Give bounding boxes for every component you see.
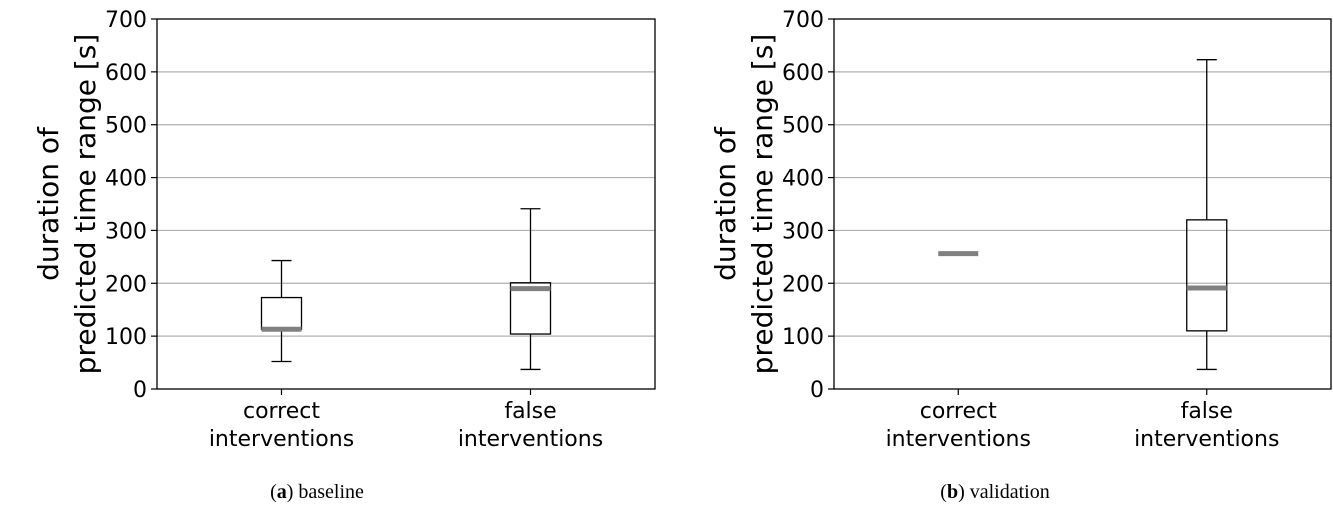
x-tick-label: correct bbox=[920, 399, 997, 424]
plot-frame bbox=[833, 18, 1332, 390]
caption-text: ) baseline bbox=[287, 481, 364, 503]
x-tick-label: false bbox=[1181, 399, 1233, 424]
x-tick-label: false bbox=[504, 399, 556, 424]
caption-text: ) validation bbox=[958, 481, 1050, 503]
x-tick-label: interventions bbox=[458, 427, 603, 452]
panel-caption: (a) baseline bbox=[270, 481, 364, 503]
y-tick-label: 400 bbox=[105, 167, 147, 192]
y-tick-label: 300 bbox=[105, 219, 147, 244]
chart-panel-a: 0 100 200 300 400 500 600 700 correct interventio… bbox=[32, 8, 656, 503]
caption-letter: b bbox=[947, 481, 958, 503]
x-tick-label: correct bbox=[243, 399, 320, 424]
box-false bbox=[1186, 59, 1228, 371]
x-tick-label: interventions bbox=[1134, 427, 1279, 452]
caption-paren: ( bbox=[270, 481, 277, 503]
y-tick-label: 700 bbox=[105, 8, 147, 33]
iqr-box bbox=[1186, 219, 1228, 332]
x-tick-label: interventions bbox=[886, 427, 1031, 452]
y-axis-label: duration of bbox=[709, 126, 742, 281]
y-tick-label: 500 bbox=[105, 114, 147, 139]
y-axis-label: duration of bbox=[32, 126, 65, 281]
plot-frame bbox=[156, 18, 656, 390]
panel-caption: (b) validation bbox=[940, 481, 1049, 503]
y-axis-label: predicted time range [s] bbox=[69, 34, 102, 375]
y-tick-label: 0 bbox=[810, 378, 824, 403]
y-tick-label: 600 bbox=[782, 61, 824, 86]
caption-letter: a bbox=[277, 481, 287, 503]
box-correct bbox=[260, 259, 303, 363]
y-tick-label: 300 bbox=[782, 219, 824, 244]
y-tick-label: 400 bbox=[782, 167, 824, 192]
y-tick-label: 600 bbox=[105, 61, 147, 86]
caption-paren: ( bbox=[940, 481, 947, 503]
y-tick-label: 0 bbox=[133, 378, 147, 403]
chart-panel-b: 0 100 200 300 400 500 600 700 correct interventio… bbox=[709, 8, 1332, 503]
y-tick-label: 100 bbox=[105, 325, 147, 350]
x-tick-label: interventions bbox=[209, 427, 354, 452]
iqr-box bbox=[260, 296, 303, 330]
y-tick-label: 100 bbox=[782, 325, 824, 350]
y-tick-label: 500 bbox=[782, 114, 824, 139]
y-axis-label: predicted time range [s] bbox=[746, 34, 779, 375]
y-tick-label: 700 bbox=[782, 8, 824, 33]
y-tick-label: 200 bbox=[105, 272, 147, 297]
y-tick-label: 200 bbox=[782, 272, 824, 297]
box-false bbox=[509, 208, 552, 371]
iqr-box bbox=[509, 282, 552, 335]
